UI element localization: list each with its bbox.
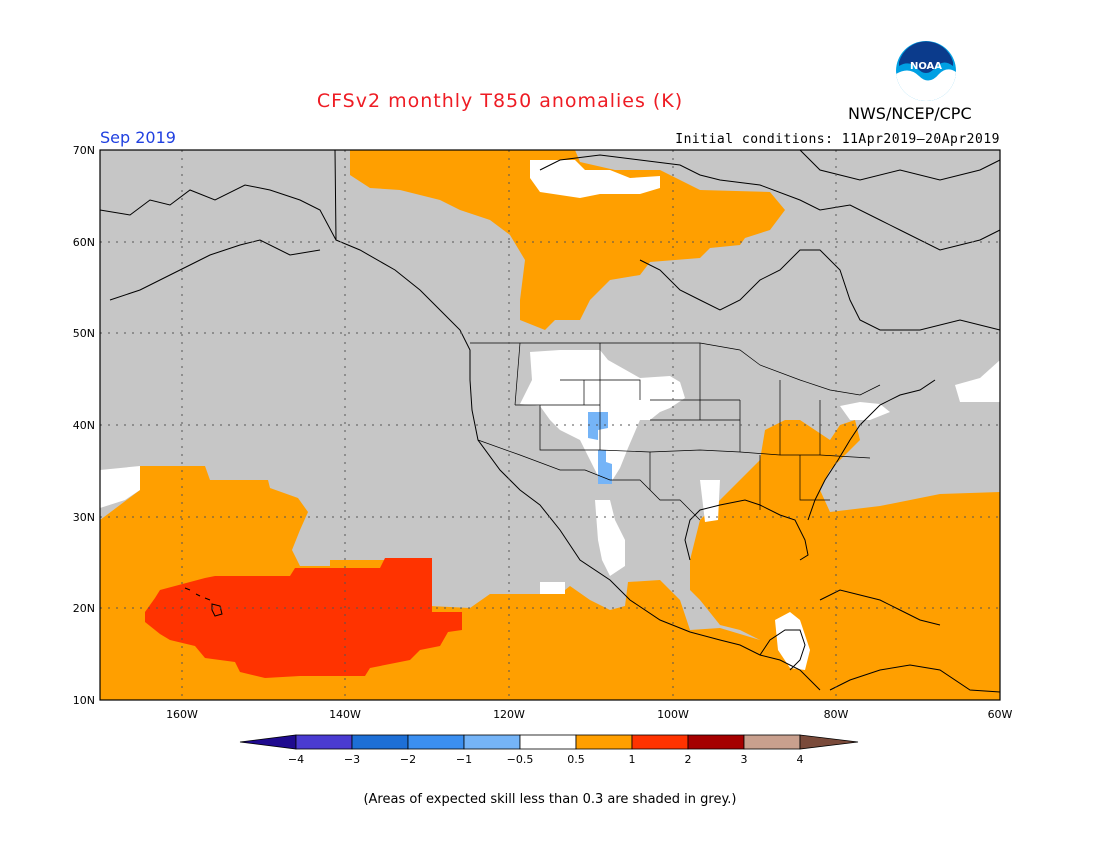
anomaly-orange-atlantic — [690, 420, 1000, 700]
lon-label: 60W — [988, 708, 1013, 721]
anomaly-blue-colorado — [588, 412, 608, 440]
colorbar-swatch — [295, 734, 353, 750]
colorbar-tick-label: 3 — [741, 753, 748, 766]
colorbar-swatch — [743, 734, 801, 750]
lat-axis-labels: 70N 60N 50N 40N 30N 20N 10N — [73, 144, 95, 707]
neutral-white-southwest — [595, 500, 625, 576]
colorbar-swatch — [351, 734, 409, 750]
colorbar-tick-label: 4 — [797, 753, 804, 766]
lon-axis-labels: 160W 140W 120W 100W 80W 60W — [166, 708, 1012, 721]
anomaly-orange-north — [350, 150, 785, 330]
neutral-white-canada — [530, 160, 660, 198]
initial-conditions: Initial conditions: 11Apr2019–20Apr2019 — [675, 132, 1000, 147]
colorbar-arrow-low — [239, 734, 297, 750]
forecast-month: Sep 2019 — [100, 128, 176, 147]
anomaly-blue-newmexico — [598, 450, 612, 484]
hawaii-islands — [184, 587, 223, 617]
noaa-logo: NOAA — [896, 41, 956, 101]
colorbar-tick-label: 0.5 — [567, 753, 585, 766]
neutral-white-newengland — [840, 402, 890, 420]
agency-label: NWS/NCEP/CPC — [848, 104, 972, 123]
colorbar-tick-label: 1 — [629, 753, 636, 766]
coastlines — [99, 149, 1001, 693]
colorbar: −4 −3 −2 −1 −0.5 0.5 1 2 3 4 — [239, 734, 859, 766]
logo-text: NOAA — [910, 61, 942, 72]
lat-label: 60N — [73, 236, 95, 249]
colorbar-swatch — [575, 734, 633, 750]
chart-title: CFSv2 monthly T850 anomalies (K) — [316, 90, 684, 112]
colorbar-tick-label: −1 — [456, 753, 472, 766]
colorbar-swatch — [463, 734, 521, 750]
political-borders — [470, 342, 881, 521]
lon-label: 80W — [824, 708, 849, 721]
neutral-white-texas — [700, 480, 720, 522]
colorbar-arrow-high — [799, 734, 859, 750]
lat-label: 50N — [73, 327, 95, 340]
lat-label: 20N — [73, 602, 95, 615]
colorbar-tick-label: −3 — [344, 753, 360, 766]
colorbar-tick-label: 2 — [685, 753, 692, 766]
colorbar-swatch — [687, 734, 745, 750]
colorbar-tick-label: −4 — [288, 753, 304, 766]
lon-label: 100W — [657, 708, 689, 721]
lat-label: 10N — [73, 694, 95, 707]
colorbar-tick-label: −0.5 — [507, 753, 534, 766]
lat-label: 70N — [73, 144, 95, 157]
lon-label: 140W — [329, 708, 361, 721]
neutral-white-pacific-edge — [100, 466, 140, 508]
lat-label: 30N — [73, 511, 95, 524]
neutral-white-baja — [540, 582, 565, 594]
colorbar-swatch — [519, 734, 577, 750]
lon-label: 160W — [166, 708, 198, 721]
lat-lon-grid — [100, 150, 1000, 700]
colorbar-swatch — [407, 734, 465, 750]
colorbar-swatch — [631, 734, 689, 750]
map-panel — [99, 149, 1001, 701]
anomaly-red-core — [145, 558, 462, 678]
colorbar-tick-label: −2 — [400, 753, 416, 766]
skill-footnote: (Areas of expected skill less than 0.3 a… — [363, 792, 737, 807]
map-frame — [99, 149, 1001, 701]
lon-label: 120W — [493, 708, 525, 721]
neutral-white-atlantic — [955, 360, 1000, 402]
lat-label: 40N — [73, 419, 95, 432]
